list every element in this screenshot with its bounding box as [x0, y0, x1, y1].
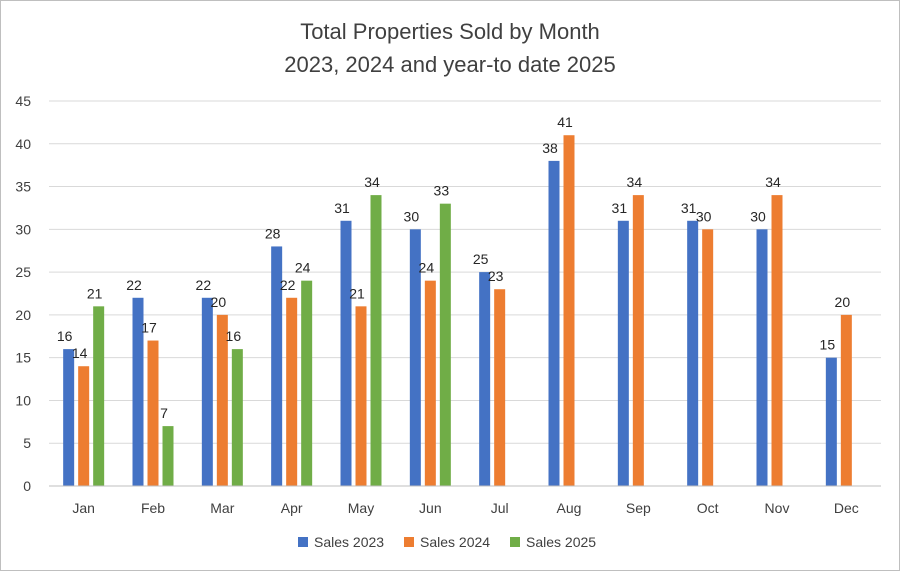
x-tick-label: Jun — [419, 500, 442, 516]
bar — [370, 195, 382, 486]
data-label: 14 — [72, 345, 88, 361]
y-tick-label: 35 — [15, 179, 31, 195]
y-tick-label: 40 — [15, 136, 31, 152]
bar — [687, 220, 699, 486]
axes: 0 5 10 15 20 25 30 35 40 45 Jan Feb Mar Apr May Jun Jul A… — [15, 93, 881, 516]
bar — [147, 340, 159, 486]
y-tick-label: 30 — [15, 221, 31, 237]
x-tick-label: May — [348, 500, 374, 516]
bar — [355, 306, 367, 486]
bar — [132, 297, 144, 486]
x-tick-label: Dec — [834, 500, 859, 516]
bar — [424, 280, 436, 486]
y-tick-label: 45 — [15, 93, 31, 109]
data-label: 33 — [434, 183, 450, 199]
bar — [271, 246, 283, 486]
data-label: 28 — [265, 225, 281, 241]
data-label: 20 — [211, 294, 227, 310]
bar — [632, 195, 644, 486]
x-tick-label: Sep — [626, 500, 651, 516]
legend-swatch — [404, 537, 414, 547]
chart-title: Total Properties Sold by Month — [300, 19, 600, 44]
data-label: 21 — [87, 285, 103, 301]
bars — [63, 135, 852, 487]
legend-swatch — [510, 537, 520, 547]
data-label: 31 — [612, 200, 628, 216]
bar — [93, 306, 105, 486]
chart-subtitle: 2023, 2024 and year-to date 2025 — [284, 52, 616, 77]
bar — [63, 349, 75, 486]
bar — [840, 314, 852, 486]
data-label: 22 — [196, 277, 212, 293]
data-label: 30 — [404, 208, 420, 224]
bar — [702, 229, 714, 487]
y-tick-label: 15 — [15, 350, 31, 366]
data-label: 31 — [334, 200, 350, 216]
y-tick-label: 25 — [15, 264, 31, 280]
bar — [825, 357, 837, 486]
data-label: 16 — [57, 328, 73, 344]
bar — [301, 280, 313, 486]
x-tick-label: Jul — [491, 500, 509, 516]
data-label: 23 — [488, 268, 504, 284]
data-label: 7 — [160, 405, 168, 421]
legend-swatch — [298, 537, 308, 547]
data-label: 38 — [542, 140, 558, 156]
x-tick-label: Oct — [697, 500, 719, 516]
data-label: 17 — [141, 320, 157, 336]
legend: Sales 2023 Sales 2024 Sales 2025 — [298, 534, 596, 550]
legend-entry: Sales 2025 — [526, 534, 596, 550]
data-label: 24 — [419, 260, 435, 276]
data-label: 22 — [126, 277, 142, 293]
bar — [548, 160, 560, 486]
bar — [286, 297, 298, 486]
x-tick-label: Nov — [765, 500, 790, 516]
data-label: 20 — [835, 294, 851, 310]
data-label: 41 — [557, 114, 573, 130]
bar — [231, 349, 243, 486]
bar — [479, 272, 491, 486]
bar — [201, 297, 213, 486]
x-tick-label: Feb — [141, 500, 165, 516]
y-tick-label: 5 — [23, 435, 31, 451]
data-label: 22 — [280, 277, 296, 293]
bar — [771, 195, 783, 486]
x-tick-label: Jan — [72, 500, 95, 516]
x-tick-label: Mar — [210, 500, 234, 516]
data-label: 34 — [627, 174, 643, 190]
data-label: 34 — [765, 174, 781, 190]
x-tick-label: Aug — [557, 500, 582, 516]
bar — [162, 426, 174, 486]
data-label: 30 — [696, 208, 712, 224]
legend-entry: Sales 2024 — [420, 534, 490, 550]
data-label: 16 — [226, 328, 242, 344]
data-label: 31 — [681, 200, 697, 216]
bar — [617, 220, 629, 486]
data-label: 24 — [295, 260, 311, 276]
data-label: 30 — [750, 208, 766, 224]
data-label: 15 — [820, 337, 836, 353]
bar — [409, 229, 421, 487]
bar — [756, 229, 768, 487]
legend-entry: Sales 2023 — [314, 534, 384, 550]
y-tick-label: 10 — [15, 392, 31, 408]
x-tick-label: Apr — [281, 500, 303, 516]
gridlines — [49, 100, 881, 444]
data-label: 25 — [473, 251, 489, 267]
y-tick-label: 20 — [15, 307, 31, 323]
data-label: 34 — [364, 174, 380, 190]
bar — [78, 366, 90, 486]
bar — [494, 289, 506, 486]
bar — [340, 220, 352, 486]
bar — [439, 203, 451, 486]
bar — [563, 135, 575, 486]
data-label: 21 — [349, 285, 365, 301]
bar — [216, 314, 228, 486]
y-tick-label: 0 — [23, 478, 31, 494]
